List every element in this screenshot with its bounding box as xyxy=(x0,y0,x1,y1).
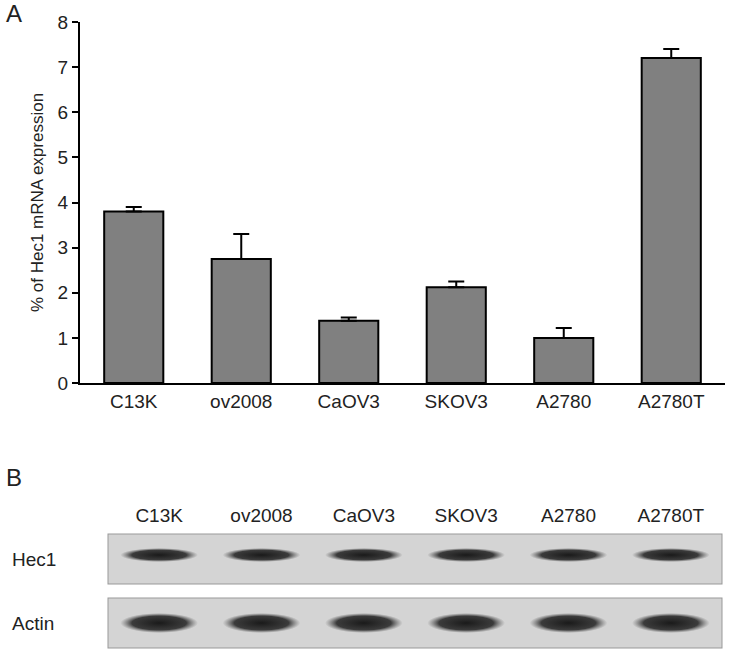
svg-text:C13K: C13K xyxy=(135,505,183,526)
svg-text:7: 7 xyxy=(58,57,69,78)
svg-text:B: B xyxy=(6,464,22,491)
svg-text:2: 2 xyxy=(58,282,69,303)
svg-text:A2780T: A2780T xyxy=(638,505,705,526)
svg-text:8: 8 xyxy=(58,12,69,33)
svg-text:SKOV3: SKOV3 xyxy=(434,505,497,526)
svg-text:4: 4 xyxy=(58,192,69,213)
svg-text:C13K: C13K xyxy=(110,391,158,412)
svg-text:CaOV3: CaOV3 xyxy=(333,505,395,526)
svg-text:ov2008: ov2008 xyxy=(230,505,292,526)
svg-text:CaOV3: CaOV3 xyxy=(318,391,380,412)
svg-text:1: 1 xyxy=(58,328,69,349)
svg-text:6: 6 xyxy=(58,102,69,123)
svg-text:SKOV3: SKOV3 xyxy=(425,391,488,412)
html-text:A: A xyxy=(6,0,22,27)
svg-text:ov2008: ov2008 xyxy=(210,391,272,412)
svg-text:A2780T: A2780T xyxy=(638,391,705,412)
svg-text:A2780: A2780 xyxy=(536,391,591,412)
svg-text:5: 5 xyxy=(58,147,69,168)
svg-text:0: 0 xyxy=(58,373,69,394)
svg-text:3: 3 xyxy=(58,237,69,258)
svg-text:Hec1: Hec1 xyxy=(12,549,56,570)
svg-text:% of Hec1 mRNA expression: % of Hec1 mRNA expression xyxy=(28,93,47,312)
svg-text:Actin: Actin xyxy=(12,613,54,634)
svg-text:A2780: A2780 xyxy=(541,505,596,526)
